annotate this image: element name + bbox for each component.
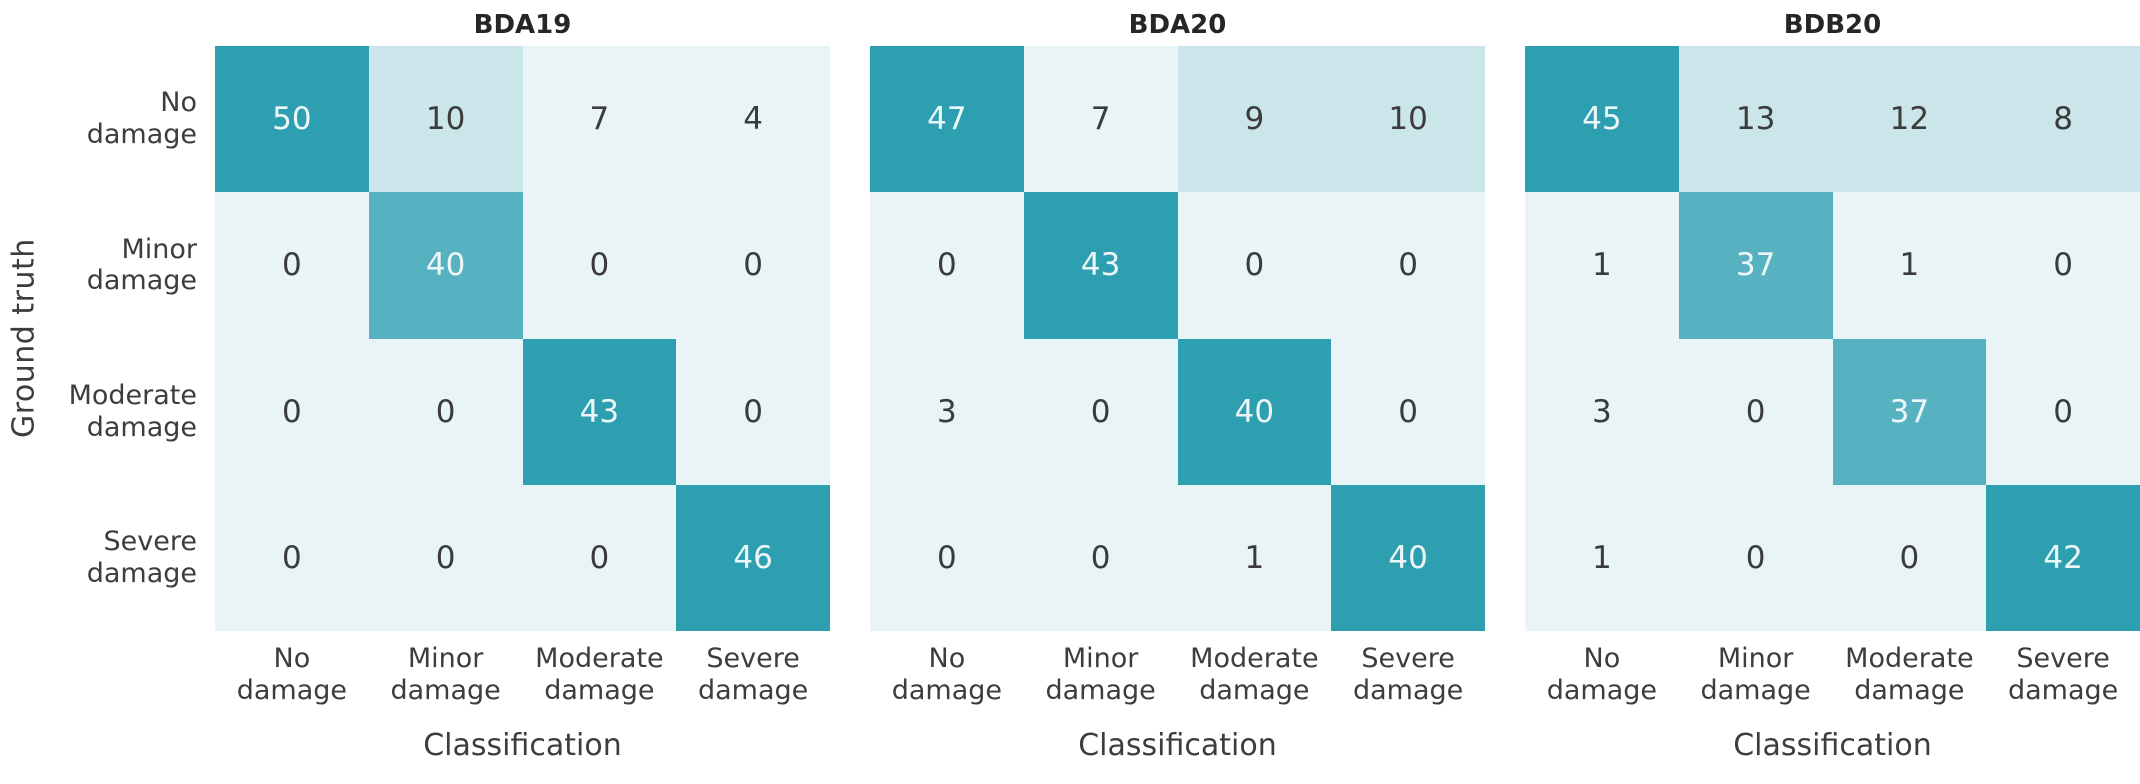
heatmap-grid: 47 7 9 10 0 43 0 0 3 0 40 0 0 0 1 40 [870,46,1485,631]
heatmap-panel-bdb20: BDB20 45 13 12 8 1 37 1 0 3 0 37 0 1 0 0 42 No damage Mi… [1485,6,2140,784]
heatmap-cell: 7 [1023,46,1178,193]
heatmap-panel-bda20: BDA20 47 7 9 10 0 43 0 0 3 0 40 0 0 0 1 40 No damage Min… [830,6,1485,784]
chart-title: BDA19 [473,10,572,40]
heatmap-cell: 0 [522,484,677,631]
heatmap-cell: 1 [1525,484,1679,631]
x-tick-label: Moderate damage [1190,643,1319,706]
chart-title: BDB20 [1783,10,1882,40]
heatmap-cell: 8 [1986,46,2140,193]
x-tick-label: Minor damage [1045,643,1156,706]
x-axis-label: Classification [1078,727,1277,763]
heatmap-cell: 10 [1331,46,1485,193]
heatmap-cell: 0 [215,338,369,485]
heatmap-cell: 1 [1177,484,1332,631]
plot-area: BDB20 45 13 12 8 1 37 1 0 3 0 37 0 1 0 0 42 No damage Mi… [1525,6,2140,784]
plot-area: BDA19 50 10 7 4 0 40 0 0 0 0 43 0 0 0 0 46 No damage Min… [215,6,830,784]
heatmap-cell: 3 [870,338,1024,485]
heatmap-cell: 12 [1832,46,1987,193]
heatmap-cell: 46 [676,484,830,631]
x-tick-label: No damage [236,643,348,706]
heatmap-cell: 37 [1678,192,1833,339]
heatmap-cell: 0 [1678,338,1833,485]
heatmap-cell: 0 [215,484,369,631]
heatmap-cell: 0 [1832,484,1987,631]
y-tick-label: Moderate damage [68,379,197,443]
heatmap-cell: 0 [368,484,523,631]
heatmap-cell: 42 [1986,484,2140,631]
heatmap-cell: 0 [1331,192,1485,339]
y-tick-label: Severe damage [86,526,197,589]
heatmap-cell: 0 [870,484,1024,631]
heatmap-cell: 40 [1177,338,1332,485]
x-axis-label: Classification [1733,727,1932,763]
heatmap-cell: 0 [215,192,369,339]
heatmap-cell: 0 [1177,192,1332,339]
panel-gap [1485,6,1525,784]
heatmap-cell: 1 [1832,192,1987,339]
y-axis-gutter: Ground truth No damage Minor damage Modera… [0,6,215,784]
heatmap-cell: 50 [215,46,369,193]
heatmap-cell: 47 [870,46,1024,193]
heatmap-cell: 0 [368,338,523,485]
x-tick-labels: No damage Minor damage Moderate damage Seve… [215,643,830,721]
heatmap-cell: 0 [1986,338,2140,485]
heatmap-cell: 3 [1525,338,1679,485]
heatmap-cell: 0 [1986,192,2140,339]
heatmap-cell: 40 [1331,484,1485,631]
x-tick-label: Severe damage [2007,643,2119,706]
x-tick-label: Minor damage [1700,643,1811,706]
heatmap-cell: 10 [368,46,523,193]
heatmap-grid: 45 13 12 8 1 37 1 0 3 0 37 0 1 0 0 42 [1525,46,2140,631]
heatmap-cell: 43 [522,338,677,485]
x-tick-label: No damage [1546,643,1658,706]
y-tick-label: No damage [86,87,197,151]
heatmap-panel-bda19: Ground truth No damage Minor damage Modera… [0,6,830,784]
heatmap-cell: 0 [1678,484,1833,631]
heatmap-cell: 7 [522,46,677,193]
x-tick-label: Moderate damage [535,643,664,706]
heatmap-cell: 13 [1678,46,1833,193]
heatmap-cell: 0 [676,338,830,485]
heatmap-cell: 45 [1525,46,1679,193]
heatmap-cell: 1 [1525,192,1679,339]
x-tick-label: Moderate damage [1845,643,1974,706]
heatmap-cell: 0 [870,192,1024,339]
x-tick-label: No damage [891,643,1003,706]
x-tick-label: Severe damage [697,643,809,706]
y-tick-labels: No damage Minor damage Moderate damage Seve… [48,46,215,631]
heatmap-cell: 0 [676,192,830,339]
plot-area: BDA20 47 7 9 10 0 43 0 0 3 0 40 0 0 0 1 40 No damage Min… [870,6,1485,784]
heatmap-cell: 0 [1023,338,1178,485]
x-tick-labels: No damage Minor damage Moderate damage Seve… [870,643,1485,721]
y-axis-label: Ground truth [6,238,42,439]
chart-title: BDA20 [1128,10,1227,40]
heatmap-cell: 9 [1177,46,1332,193]
panel-gap [830,6,870,784]
x-axis-label: Classification [423,727,622,763]
x-tick-label: Severe damage [1352,643,1464,706]
heatmap-cell: 37 [1832,338,1987,485]
heatmap-grid: 50 10 7 4 0 40 0 0 0 0 43 0 0 0 0 46 [215,46,830,631]
heatmap-cell: 0 [522,192,677,339]
y-tick-label: Minor damage [86,233,197,297]
heatmap-cell: 0 [1331,338,1485,485]
heatmap-cell: 4 [676,46,830,193]
x-tick-label: Minor damage [390,643,501,706]
x-tick-labels: No damage Minor damage Moderate damage Seve… [1525,643,2140,721]
heatmap-cell: 0 [1023,484,1178,631]
heatmap-cell: 43 [1023,192,1178,339]
heatmap-cell: 40 [368,192,523,339]
